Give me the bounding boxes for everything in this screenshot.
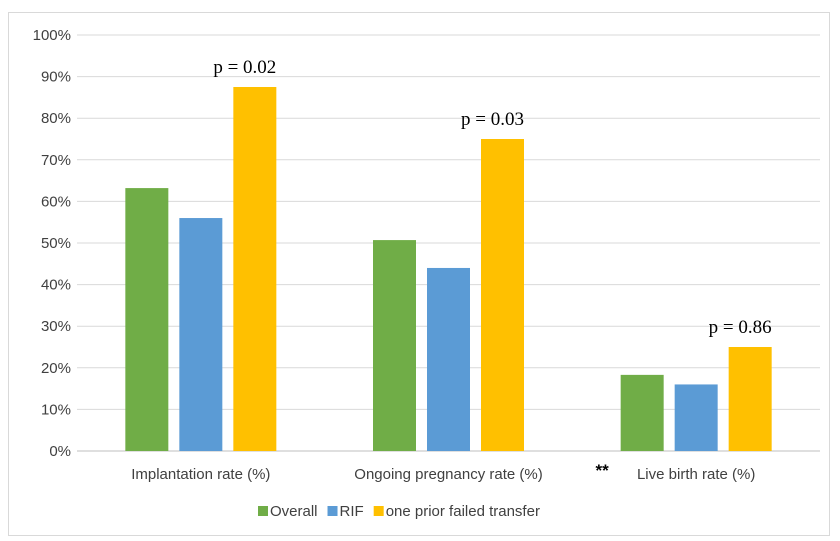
bar bbox=[674, 384, 718, 451]
legend-label: Overall bbox=[270, 503, 318, 520]
x-category-label: Live birth rate (%) bbox=[637, 466, 755, 483]
y-tick-label: 60% bbox=[41, 193, 71, 210]
x-category-label: Implantation rate (%) bbox=[131, 466, 270, 483]
p-value-annotation: p = 0.86 bbox=[709, 317, 772, 338]
y-tick-label: 40% bbox=[41, 277, 71, 294]
bar bbox=[481, 139, 524, 451]
y-tick-label: 20% bbox=[41, 360, 71, 377]
bar bbox=[373, 240, 416, 451]
legend-swatch bbox=[373, 506, 384, 516]
y-tick-label: 80% bbox=[41, 110, 71, 127]
bar bbox=[620, 374, 664, 451]
y-axis-ticks: 0% 10% 20% 30% 40% 50% 60% 70% 80% 90% 100% bbox=[33, 27, 71, 460]
y-tick-label: 90% bbox=[41, 69, 71, 86]
y-tick-label: 30% bbox=[41, 318, 71, 335]
p-value-annotation: p = 0.02 bbox=[213, 57, 276, 78]
bar bbox=[179, 218, 223, 451]
p-value-annotation: p = 0.03 bbox=[461, 109, 524, 130]
y-tick-label: 70% bbox=[41, 152, 71, 169]
x-category-label: Ongoing pregnancy rate (%) bbox=[354, 466, 542, 483]
legend-swatch bbox=[258, 506, 268, 516]
y-tick-label: 100% bbox=[33, 27, 71, 44]
y-tick-label: 50% bbox=[41, 235, 71, 252]
legend-swatch bbox=[327, 506, 338, 516]
y-tick-label: 10% bbox=[41, 401, 71, 418]
x-axis-categories: Implantation rate (%) Ongoing pregnancy r… bbox=[131, 466, 755, 483]
bar bbox=[125, 188, 169, 451]
legend: Overall RIF one prior failed transfer bbox=[258, 503, 540, 520]
bar bbox=[233, 87, 277, 451]
legend-label: one prior failed transfer bbox=[386, 503, 540, 520]
bars bbox=[125, 87, 772, 451]
significance-marker: ** bbox=[596, 461, 610, 480]
legend-label: RIF bbox=[340, 503, 364, 520]
annotations: p = 0.02 p = 0.03 p = 0.86 ** bbox=[213, 57, 771, 480]
bar bbox=[427, 267, 470, 451]
bar bbox=[728, 347, 772, 451]
y-tick-label: 0% bbox=[49, 443, 71, 460]
